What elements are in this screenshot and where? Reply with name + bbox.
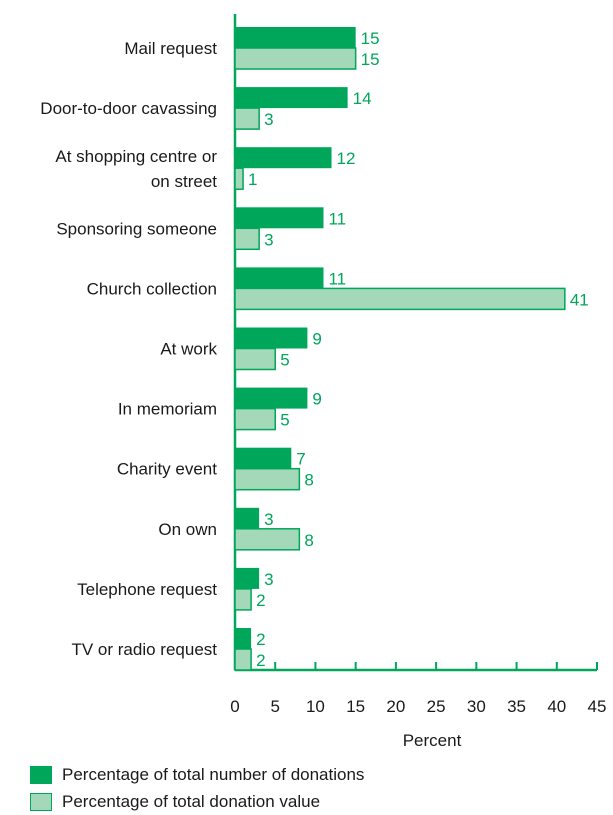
bar-donation-value	[234, 588, 252, 611]
legend-item-donations-count: Percentage of total number of donations	[30, 761, 364, 788]
data-label-donation-count: 15	[361, 29, 380, 48]
legend: Percentage of total number of donations …	[30, 761, 364, 815]
bar-donation-count	[235, 87, 348, 109]
data-label-donation-value: 2	[256, 591, 265, 610]
data-label-donation-count: 14	[353, 89, 372, 108]
data-label-donation-count: 9	[312, 330, 321, 349]
data-label-donation-value: 8	[304, 471, 313, 490]
bar-donation-value	[234, 107, 260, 130]
category-label: In memoriam	[118, 400, 217, 419]
bar-donation-count	[235, 147, 332, 169]
category-label: On own	[158, 520, 217, 539]
data-label-donation-count: 7	[296, 450, 305, 469]
data-label-donation-count: 11	[328, 269, 346, 288]
bar-donation-count	[235, 207, 324, 229]
bar-donation-value	[234, 287, 566, 311]
data-label-donation-value: 1	[248, 170, 257, 189]
bar-donation-count	[235, 567, 260, 589]
data-label-donation-count: 9	[312, 390, 321, 409]
x-tick-label: 30	[467, 697, 486, 716]
legend-swatch-light	[30, 792, 52, 811]
bar-donation-count	[235, 447, 292, 469]
x-tick-label: 20	[386, 697, 405, 716]
data-label-donation-value: 2	[256, 651, 265, 670]
legend-swatch-dark	[30, 765, 52, 784]
category-label: Charity event	[117, 460, 217, 479]
category-label: At work	[160, 340, 217, 359]
category-label: Church collection	[87, 279, 217, 298]
legend-item-donations-value: Percentage of total donation value	[30, 788, 364, 815]
x-tick-label: 0	[230, 697, 239, 716]
x-tick-label: 5	[270, 697, 279, 716]
bar-donation-value	[234, 528, 301, 551]
data-label-donation-count: 12	[337, 149, 356, 168]
data-label-donation-value: 5	[280, 411, 289, 430]
bar-donation-value	[234, 407, 276, 431]
category-label: on street	[151, 172, 217, 191]
category-label: Telephone request	[77, 580, 217, 599]
data-label-donation-count: 2	[256, 630, 265, 649]
data-label-donation-value: 5	[280, 351, 289, 370]
data-label-donation-count: 11	[328, 209, 346, 228]
bar-donation-value	[234, 648, 252, 671]
bar-donation-value	[234, 167, 244, 190]
bar-donation-count	[235, 327, 308, 349]
bar-donation-value	[234, 47, 357, 70]
bar-donation-count	[235, 267, 324, 289]
x-tick-label: 40	[547, 697, 566, 716]
bar-donation-value	[234, 467, 301, 491]
data-label-donation-value: 3	[264, 230, 273, 249]
x-tick-label: 15	[346, 697, 365, 716]
bar-donation-value	[234, 347, 276, 371]
x-tick-label: 25	[427, 697, 446, 716]
x-tick-label: 45	[588, 697, 607, 716]
bar-donation-count	[235, 628, 252, 649]
data-label-donation-count: 3	[264, 570, 273, 589]
legend-label-donations-value: Percentage of total donation value	[62, 791, 321, 811]
data-label-donation-value: 3	[264, 110, 273, 129]
data-label-donation-count: 3	[264, 510, 273, 529]
data-label-donation-value: 15	[361, 50, 380, 69]
category-label: TV or radio request	[71, 640, 217, 659]
bar-donation-count	[235, 387, 308, 409]
bar-donation-count	[235, 27, 356, 48]
category-label: Sponsoring someone	[56, 219, 217, 238]
data-label-donation-value: 41	[570, 290, 589, 309]
category-label: Mail request	[124, 39, 217, 58]
category-label: Door-to-door cavassing	[40, 99, 217, 118]
bar-donation-value	[234, 227, 260, 251]
x-tick-label: 10	[306, 697, 325, 716]
legend-label-donations-count: Percentage of total number of donations	[62, 764, 365, 784]
bar-donation-count	[235, 507, 260, 529]
x-tick-label: 35	[507, 697, 526, 716]
category-label: At shopping centre or	[55, 147, 217, 166]
data-label-donation-value: 8	[304, 531, 313, 550]
x-axis-title: Percent	[403, 731, 462, 750]
